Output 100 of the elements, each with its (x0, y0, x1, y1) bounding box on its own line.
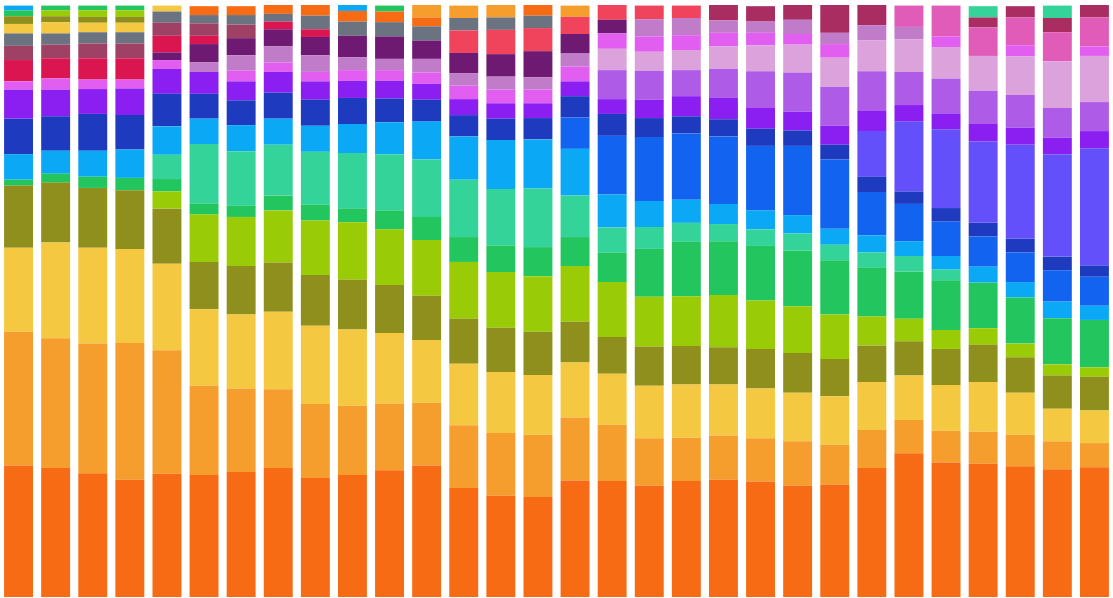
bar (931, 385, 961, 431)
bar (968, 382, 998, 432)
bar (857, 467, 887, 597)
bar (189, 44, 219, 63)
bar (746, 6, 776, 22)
bar (300, 478, 330, 597)
bar (189, 144, 219, 204)
bar (115, 248, 145, 344)
bar (226, 15, 256, 25)
bar (263, 195, 293, 211)
bar (1042, 318, 1072, 365)
bar (746, 438, 776, 482)
bar (968, 344, 998, 383)
bar (1079, 410, 1109, 444)
bar (263, 92, 293, 119)
bar (634, 248, 664, 297)
bar (226, 151, 256, 206)
bar (412, 465, 442, 597)
bar (597, 337, 627, 374)
bar (597, 480, 627, 597)
bar (746, 210, 776, 230)
bar (375, 403, 405, 471)
bar (746, 300, 776, 349)
bar (115, 190, 145, 249)
bar (1079, 5, 1109, 18)
bar (857, 316, 887, 346)
bar (152, 35, 182, 53)
bar (1079, 443, 1109, 468)
bar (783, 233, 813, 251)
bar (449, 115, 479, 137)
bar (597, 194, 627, 228)
bar (820, 228, 850, 245)
bar (820, 159, 850, 229)
bar (708, 435, 738, 480)
bar (263, 118, 293, 145)
bar (931, 129, 961, 209)
bar (486, 433, 516, 496)
bar (263, 311, 293, 390)
bar (300, 151, 330, 205)
bar (597, 373, 627, 425)
bar (189, 23, 219, 36)
bar (226, 314, 256, 389)
bar (337, 97, 367, 124)
bar (783, 353, 813, 393)
bar (968, 463, 998, 597)
bar (820, 86, 850, 126)
bar (783, 34, 813, 45)
bar (189, 475, 219, 597)
bar (300, 325, 330, 405)
bar (1042, 364, 1072, 376)
bar (1005, 144, 1035, 239)
bar (746, 348, 776, 389)
bar (1042, 469, 1072, 597)
bar (189, 203, 219, 215)
bar (783, 215, 813, 234)
bar (783, 44, 813, 73)
bar (41, 182, 71, 243)
bar (1079, 148, 1109, 266)
bar (968, 123, 998, 142)
bar (337, 35, 367, 58)
bar (1005, 238, 1035, 253)
bar (857, 235, 887, 253)
bar (857, 252, 887, 268)
bar (449, 52, 479, 74)
bar (41, 44, 71, 59)
bar (226, 388, 256, 473)
bar (300, 404, 330, 479)
bar (820, 125, 850, 145)
bar (1005, 56, 1035, 95)
bar (894, 256, 924, 272)
bar (1005, 45, 1035, 57)
bar (152, 22, 182, 36)
bar (523, 331, 553, 375)
bar (41, 338, 71, 468)
bar (894, 203, 924, 242)
bar (560, 195, 590, 238)
bar (931, 462, 961, 597)
bar (78, 343, 108, 474)
bar (412, 295, 442, 341)
bar (449, 18, 479, 31)
bar (449, 318, 479, 364)
bar (412, 216, 442, 241)
bar (783, 5, 813, 20)
bar (78, 473, 108, 597)
bar (820, 44, 850, 58)
bar (486, 29, 516, 55)
bar (115, 58, 145, 80)
bar (263, 29, 293, 47)
bar (634, 99, 664, 119)
bar (634, 200, 664, 227)
bar (857, 267, 887, 317)
bar (746, 229, 776, 246)
bar (189, 93, 219, 119)
bar (894, 271, 924, 319)
bar (4, 185, 34, 248)
bar (300, 29, 330, 37)
bar (375, 98, 405, 123)
bar (671, 18, 701, 36)
bar (597, 424, 627, 481)
bar (78, 247, 108, 344)
